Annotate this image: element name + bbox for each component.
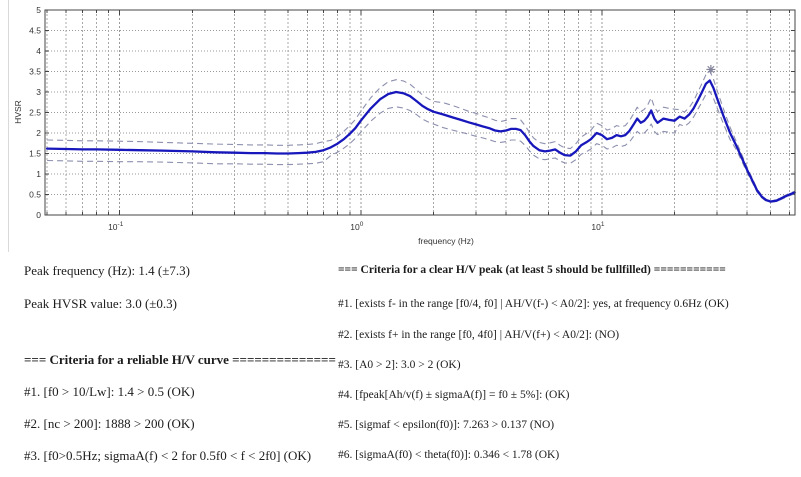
y-tick-label: 3 (36, 87, 41, 97)
peak-hvsr-value-text: Peak HVSR value: 3.0 (±0.3) (24, 296, 178, 311)
peak-marker-stroke (707, 65, 715, 74)
peak-marker-star (706, 64, 716, 74)
hvsr-plot-svg: 0 0.5 1 1.5 2 2.5 3 3.5 4 4.5 5 10-1 100 101 frequency… (13, 5, 796, 246)
clear-peak-criterion-3: #3. [A0 > 2]: 3.0 > 2 (OK) (338, 359, 461, 371)
hvsr-mean-curve (45, 79, 796, 203)
hvsr-upper-bound (47, 70, 795, 202)
clear-peak-criterion-1: #1. [exists f- in the range [f0/4, f0] |… (338, 298, 729, 310)
reliable-criterion-2: #2. [nc > 200]: 1888 > 200 (OK) (24, 416, 195, 431)
clear-peak-criterion-2: #2. [exists f+ in the range [f0, 4f0] | … (338, 329, 620, 341)
y-tick-label: 4.5 (29, 26, 41, 36)
y-tick-label: 1 (36, 169, 41, 179)
y-tick-label: 0.5 (29, 190, 41, 200)
x-tick-label: 10-1 (108, 221, 124, 232)
clear-peak-header: === Criteria for a clear H/V peak (at le… (338, 264, 726, 276)
y-tick-label: 3.5 (29, 67, 41, 77)
clear-peak-criterion-5: #5. [sigmaf < epsilon(f0)]: 7.263 > 0.13… (338, 419, 555, 431)
reliable-curve-header: === Criteria for a reliable H/V curve ==… (24, 352, 336, 367)
x-axis-label: frequency (Hz) (418, 236, 474, 246)
reliable-criterion-1: #1. [f0 > 10/Lw]: 1.4 > 0.5 (OK) (24, 384, 195, 399)
y-tick-label: 1.5 (29, 149, 41, 159)
peak-frequency-text: Peak frequency (Hz): 1.4 (±7.3) (24, 263, 190, 278)
y-tick-label: 5 (36, 5, 41, 15)
x-tick-label: 100 (350, 221, 363, 232)
clear-peak-criterion-6: #6. [sigmaA(f0) < theta(f0)]: 0.346 < 1.… (338, 449, 560, 461)
reliable-criterion-3: #3. [f0>0.5Hz; sigmaA(f) < 2 for 0.5f0 <… (24, 448, 312, 463)
y-tick-label: 0 (36, 210, 41, 220)
y-axis-label: HVSR (13, 100, 23, 124)
y-tick-label: 2 (36, 128, 41, 138)
clear-peak-criterion-4: #4. [fpeak[Ah/v(f) ± sigmaA(f)] = f0 ± 5… (338, 389, 570, 401)
hvsr-chart: 0 0.5 1 1.5 2 2.5 3 3.5 4 4.5 5 10-1 100 101 frequency… (13, 5, 796, 246)
hvsr-lower-bound (47, 90, 795, 203)
x-tick-label: 101 (591, 221, 604, 232)
plot-frame (44, 9, 796, 216)
figure-edge-line (8, 0, 9, 252)
y-tick-label: 2.5 (29, 108, 41, 118)
y-tick-label: 4 (36, 46, 41, 56)
